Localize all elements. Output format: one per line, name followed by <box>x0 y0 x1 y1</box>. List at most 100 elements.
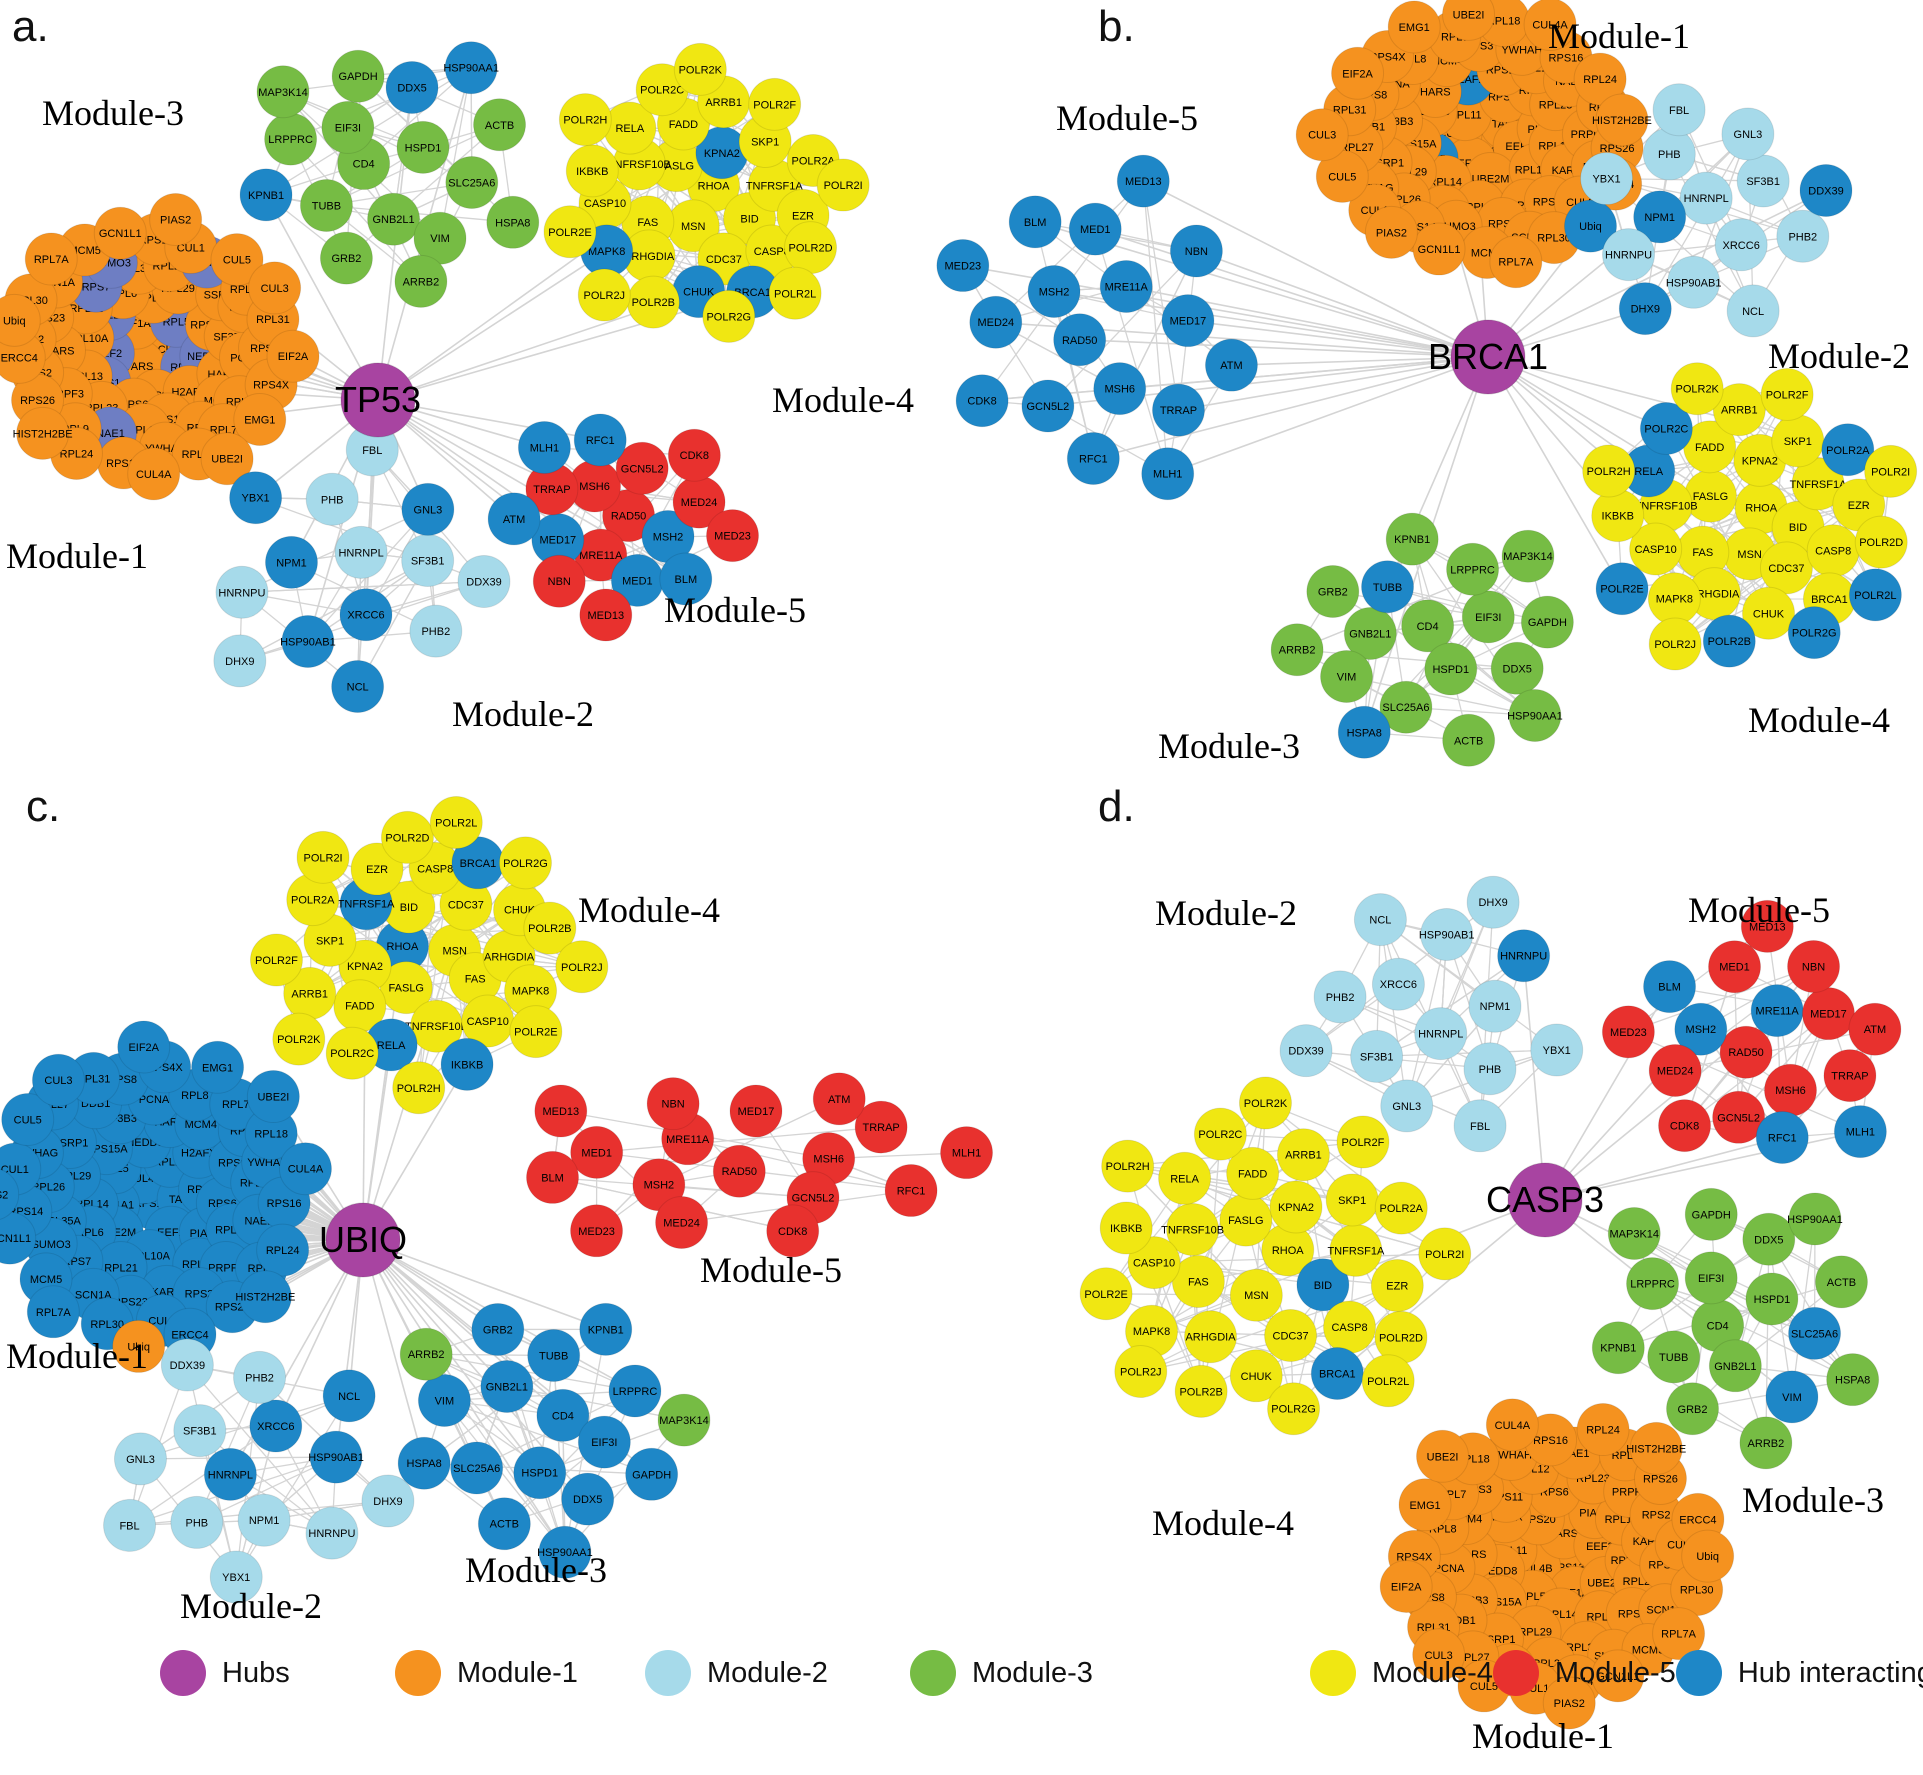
node-RFC1[interactable] <box>573 413 627 467</box>
node-IKBKB[interactable] <box>1591 489 1645 543</box>
node-MED1[interactable] <box>1068 202 1122 256</box>
node-GAPDH[interactable] <box>1684 1187 1738 1241</box>
node-GNL3[interactable] <box>1721 107 1775 161</box>
node-MED17[interactable] <box>729 1084 783 1138</box>
node-EIF3I[interactable] <box>1684 1251 1738 1305</box>
node-POLR2H[interactable] <box>558 93 612 147</box>
node-CUL5[interactable] <box>210 233 264 287</box>
node-CHUK[interactable] <box>1742 586 1796 640</box>
node-POLR2D[interactable] <box>1854 515 1908 569</box>
node-HSPA8[interactable] <box>1337 705 1391 759</box>
node-SLC25A6[interactable] <box>450 1441 504 1495</box>
node-GRB2[interactable] <box>1666 1382 1720 1436</box>
node-HIST2H2BE[interactable] <box>1595 93 1649 147</box>
node-CUL4A[interactable] <box>1523 0 1577 52</box>
node-MED23[interactable] <box>936 239 990 293</box>
node-POLR2D[interactable] <box>784 221 838 275</box>
node-NBN[interactable] <box>1787 939 1841 993</box>
node-UBE2I[interactable] <box>200 432 254 486</box>
node-POLR2H[interactable] <box>392 1061 446 1115</box>
node-HNRNPU[interactable] <box>215 565 269 619</box>
node-PHB[interactable] <box>1463 1042 1517 1096</box>
node-HSP90AB1[interactable] <box>309 1430 363 1484</box>
node-GCN1L1[interactable] <box>93 206 147 260</box>
node-HSP90AA1[interactable] <box>538 1525 592 1579</box>
node-DDX39[interactable] <box>457 555 511 609</box>
node-ARRB1[interactable] <box>1712 383 1766 437</box>
node-RPL7A[interactable] <box>1489 235 1543 289</box>
node-Ubiq[interactable] <box>0 293 41 347</box>
node-RFC1[interactable] <box>884 1164 938 1218</box>
node-HSP90AA1[interactable] <box>444 41 498 95</box>
node-PIAS2[interactable] <box>1542 1676 1596 1730</box>
node-TUBB[interactable] <box>527 1328 581 1382</box>
node-MED24[interactable] <box>969 295 1023 349</box>
node-LRPPRC[interactable] <box>1626 1257 1680 1311</box>
node-HSPA8[interactable] <box>486 195 540 249</box>
node-POLR2J[interactable] <box>577 268 631 322</box>
node-POLR2F[interactable] <box>1336 1115 1390 1169</box>
node-POLR2K[interactable] <box>272 1012 326 1066</box>
node-PHB[interactable] <box>170 1495 224 1549</box>
node-YBX1[interactable] <box>1580 152 1634 206</box>
node-KPNB1[interactable] <box>579 1302 633 1356</box>
node-MED13[interactable] <box>579 588 633 642</box>
node-GCN1L1[interactable] <box>1412 222 1466 276</box>
node-HSPD1[interactable] <box>513 1446 567 1500</box>
node-SLC25A6[interactable] <box>445 156 499 210</box>
node-GNB2L1[interactable] <box>480 1359 534 1413</box>
node-MRE11A[interactable] <box>1750 984 1804 1038</box>
node-MED23[interactable] <box>706 509 760 563</box>
node-MSH2[interactable] <box>1027 265 1081 319</box>
node-DDX39[interactable] <box>160 1338 214 1392</box>
node-POLR2J[interactable] <box>1114 1345 1168 1399</box>
node-POLR2F[interactable] <box>249 933 303 987</box>
node-EIF2A[interactable] <box>117 1020 171 1074</box>
node-CUL3[interactable] <box>31 1053 85 1107</box>
node-SKP1[interactable] <box>1771 414 1825 468</box>
node-PHB[interactable] <box>305 472 359 526</box>
node-CDK8[interactable] <box>766 1204 820 1258</box>
node-MSN[interactable] <box>1229 1268 1283 1322</box>
node-DDX39[interactable] <box>1799 163 1853 217</box>
node-PHB2[interactable] <box>233 1350 287 1404</box>
node-CASP10[interactable] <box>1127 1236 1181 1290</box>
node-POLR2I[interactable] <box>1418 1227 1472 1281</box>
node-POLR2L[interactable] <box>429 795 483 849</box>
node-POLR2L[interactable] <box>1848 568 1902 622</box>
node-GNB2L1[interactable] <box>367 192 421 246</box>
node-UBE2I[interactable] <box>1442 0 1496 41</box>
node-HNRNPL[interactable] <box>1679 171 1733 225</box>
hub-node-CASP3[interactable] <box>1507 1162 1583 1238</box>
node-CD4[interactable] <box>1401 599 1455 653</box>
node-HSPD1[interactable] <box>1424 642 1478 696</box>
node-POLR2G[interactable] <box>1267 1382 1321 1436</box>
node-POLR2C[interactable] <box>1193 1107 1247 1161</box>
node-MED17[interactable] <box>1161 294 1215 348</box>
node-RPL24[interactable] <box>256 1223 310 1277</box>
node-FADD[interactable] <box>1226 1146 1280 1200</box>
node-NCL[interactable] <box>1726 284 1780 338</box>
node-DDX39[interactable] <box>1279 1024 1333 1078</box>
node-POLR2H[interactable] <box>1101 1139 1155 1193</box>
node-RPL7A[interactable] <box>24 232 78 286</box>
node-MAPK8[interactable] <box>1647 572 1701 626</box>
node-CASP8[interactable] <box>1323 1300 1377 1354</box>
node-ARRB1[interactable] <box>1276 1128 1330 1182</box>
node-PHB2[interactable] <box>1313 970 1367 1024</box>
node-MLH1[interactable] <box>517 420 571 474</box>
node-ATM[interactable] <box>812 1072 866 1126</box>
node-NPM1[interactable] <box>237 1493 291 1547</box>
node-YBX1[interactable] <box>1530 1023 1584 1077</box>
node-GCN1L1[interactable] <box>1591 1649 1645 1703</box>
hub-node-TP53[interactable] <box>340 362 416 438</box>
node-GAPDH[interactable] <box>625 1447 679 1501</box>
node-MSH6[interactable] <box>1764 1063 1818 1117</box>
node-MAP3K14[interactable] <box>1607 1207 1661 1261</box>
node-DDX5[interactable] <box>1742 1212 1796 1266</box>
node-GAPDH[interactable] <box>1520 595 1574 649</box>
node-Ubiq[interactable] <box>1681 1529 1735 1583</box>
node-ARRB2[interactable] <box>394 254 448 308</box>
node-CDK8[interactable] <box>1658 1099 1712 1153</box>
node-POLR2E[interactable] <box>543 205 597 259</box>
